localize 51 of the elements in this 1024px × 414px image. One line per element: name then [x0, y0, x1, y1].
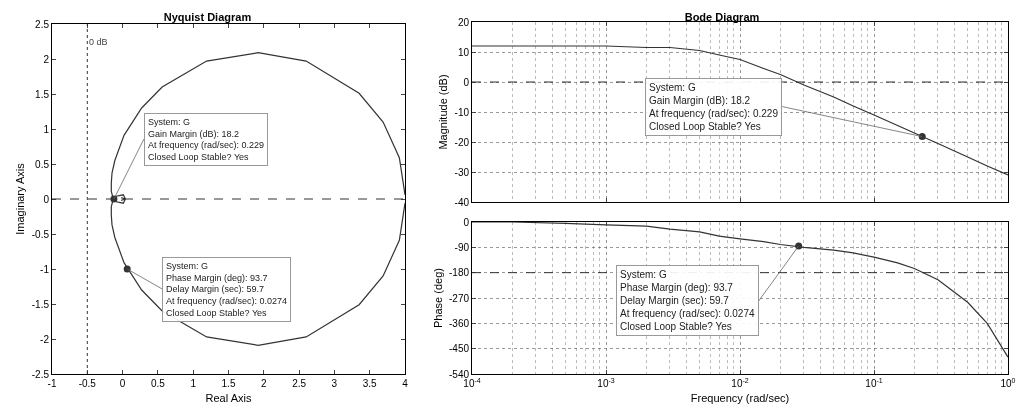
y-tick-label: -540	[448, 368, 470, 380]
y-tick-label: -20	[454, 136, 470, 148]
y-tick-label: 0	[463, 216, 470, 228]
y-tick-label: -0.5	[31, 228, 50, 240]
annotation: System: G Gain Margin (dB): 18.2 At frequency (rad/sec): 0.229 Closed Loop Stable? Yes	[649, 82, 779, 132]
y-tick-label: -270	[448, 292, 470, 304]
y-tick-label: -90	[454, 241, 470, 253]
x-tick-label: 1	[190, 378, 197, 389]
x-tick-label: -0.5	[78, 378, 97, 389]
y-tick-label: -1	[40, 263, 50, 275]
y-tick-label: 0	[463, 76, 470, 88]
y-tick-label: 10	[457, 46, 470, 58]
y-axis-title: Magnitude (dB)	[437, 74, 450, 150]
chart-title: Bode Diagram	[684, 10, 760, 23]
y-axis-title: Phase (deg)	[431, 268, 444, 328]
annotation: System: G Phase Margin (deg): 93.7 Delay Margin (sec): 59.7 At frequency (rad/sec): 0.0274 Closed Loop Stable? Yes	[620, 269, 755, 332]
y-tick-label: 1	[43, 123, 50, 135]
annotation: System: G Gain Margin (dB): 18.2 At frequency (rad/sec): 0.229 Closed Loop Stable? Yes	[148, 117, 265, 163]
x-tick-label: 3.5	[362, 378, 378, 389]
y-tick-label: -40	[454, 196, 470, 208]
x-tick-label: 1.5	[221, 378, 236, 389]
y-tick-label: -180	[448, 267, 470, 279]
y-tick-label: -450	[448, 343, 470, 355]
x-tick-label: 0	[119, 378, 126, 389]
x-tick-label: 10$^{-2}$	[731, 376, 749, 389]
y-tick-label: -30	[454, 166, 470, 178]
y-tick-label: -10	[454, 106, 470, 118]
y-tick-label: 1.5	[35, 88, 50, 100]
x-tick-label: 10$^{-1}$	[865, 376, 883, 389]
x-tick-label: 2	[261, 378, 268, 389]
y-tick-label: 0	[43, 193, 50, 205]
y-tick-label: 2.5	[35, 18, 50, 30]
y-tick-label: 2	[43, 53, 50, 65]
x-tick-label: 3	[331, 378, 338, 389]
ref-line-label: 0 dB	[89, 37, 108, 47]
x-tick-label: 0.5	[150, 378, 166, 389]
y-tick-label: -360	[448, 317, 470, 329]
y-tick-label: 20	[457, 16, 470, 28]
x-tick-label: 4	[402, 378, 409, 389]
chart-title: Nyquist Diagram	[163, 10, 252, 23]
x-tick-label: 10$^{0}$	[1000, 376, 1016, 389]
y-tick-label: -1.5	[31, 298, 50, 310]
annotation: System: G Phase Margin (deg): 93.7 Delay Margin (sec): 59.7 At frequency (rad/sec): 0.0274 Closed Loop Stable? Yes	[166, 261, 288, 318]
y-tick-label: 0.5	[35, 158, 50, 170]
x-axis-title: Frequency (rad/sec)	[690, 392, 790, 405]
x-axis-title: Real Axis	[205, 392, 252, 405]
y-tick-label: -2	[40, 333, 50, 345]
x-tick-label: 2.5	[292, 378, 307, 389]
y-tick-label: -2.5	[31, 368, 50, 380]
y-axis-title: Imaginary Axis	[14, 162, 27, 235]
x-tick-label: 10$^{-3}$	[597, 376, 615, 389]
